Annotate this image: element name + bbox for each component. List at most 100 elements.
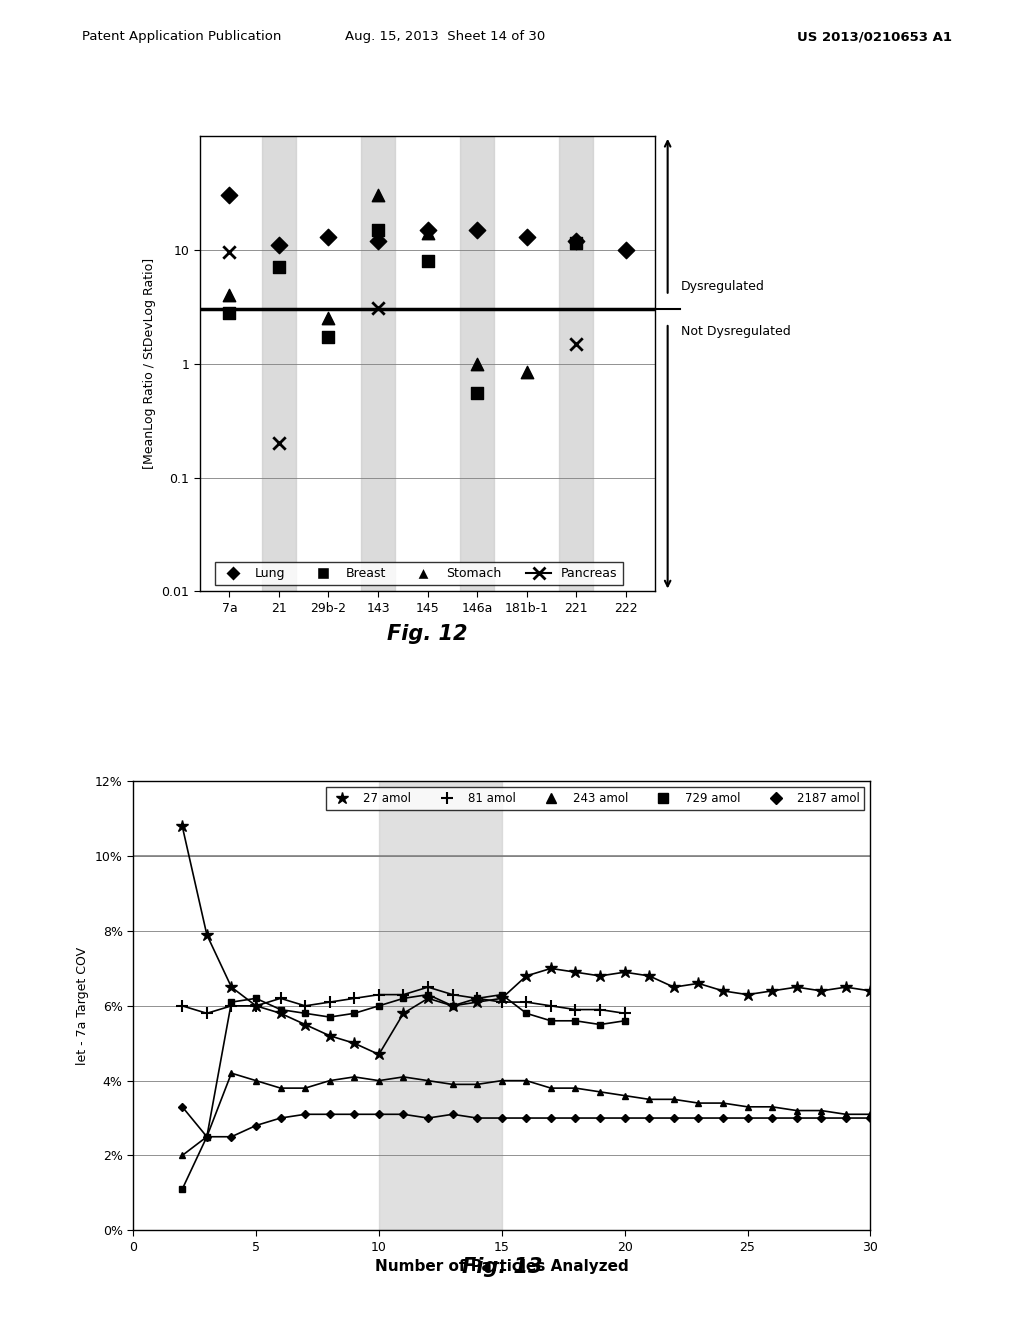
243 amol [520, 1073, 532, 1089]
Line: 243 amol: 243 amol [179, 1069, 873, 1159]
243 amol [864, 1106, 877, 1122]
729 amol [545, 1012, 557, 1028]
81 amol [348, 990, 360, 1006]
27 amol [176, 818, 188, 834]
729 amol [397, 990, 410, 1006]
Point [221, 302, 238, 323]
2187 amol [791, 1110, 803, 1126]
2187 amol [864, 1110, 877, 1126]
Text: Patent Application Publication: Patent Application Publication [82, 30, 282, 44]
2187 amol [299, 1106, 311, 1122]
Point [469, 352, 485, 375]
81 amol [225, 998, 238, 1014]
Point [321, 308, 337, 329]
Point [518, 362, 535, 383]
27 amol [471, 994, 483, 1010]
2187 amol [496, 1110, 508, 1126]
X-axis label: Number of Particles Analyzed: Number of Particles Analyzed [375, 1259, 629, 1274]
27 amol [397, 1006, 410, 1022]
2187 amol [815, 1110, 827, 1126]
Text: US 2013/0210653 A1: US 2013/0210653 A1 [798, 30, 952, 44]
2187 amol [766, 1110, 778, 1126]
Point [370, 297, 386, 318]
243 amol [791, 1102, 803, 1118]
243 amol [176, 1147, 188, 1163]
243 amol [668, 1092, 680, 1107]
Bar [261, 136, 296, 591]
Text: Dysregulated: Dysregulated [681, 280, 765, 293]
Line: 729 amol: 729 amol [179, 991, 628, 1192]
2187 amol [422, 1110, 434, 1126]
27 amol [815, 983, 827, 999]
Point [270, 235, 287, 256]
27 amol [545, 961, 557, 977]
2187 amol [176, 1098, 188, 1114]
81 amol [422, 979, 434, 995]
Y-axis label: [MeanLog Ratio / StDevLog Ratio]: [MeanLog Ratio / StDevLog Ratio] [142, 259, 156, 469]
Point [321, 226, 337, 247]
Y-axis label: let - 7a Target COV: let - 7a Target COV [76, 946, 89, 1065]
729 amol [618, 1012, 631, 1028]
Point [370, 230, 386, 251]
27 amol [668, 979, 680, 995]
81 amol [250, 998, 262, 1014]
81 amol [446, 986, 459, 1003]
243 amol [594, 1084, 606, 1100]
243 amol [324, 1073, 336, 1089]
Text: Fig. 13: Fig. 13 [462, 1257, 542, 1276]
243 amol [618, 1088, 631, 1104]
Line: 2187 amol: 2187 amol [179, 1104, 873, 1139]
729 amol [324, 1008, 336, 1024]
243 amol [422, 1073, 434, 1089]
2187 amol [348, 1106, 360, 1122]
27 amol [225, 979, 238, 995]
27 amol [791, 979, 803, 995]
Bar [379, 781, 502, 1230]
Bar [460, 136, 495, 591]
Point [568, 232, 585, 253]
2187 amol [717, 1110, 729, 1126]
2187 amol [643, 1110, 655, 1126]
Point [321, 327, 337, 348]
Point [568, 230, 585, 251]
Text: Aug. 15, 2013  Sheet 14 of 30: Aug. 15, 2013 Sheet 14 of 30 [345, 30, 546, 44]
27 amol [520, 968, 532, 983]
Line: 81 amol: 81 amol [177, 982, 630, 1019]
27 amol [692, 975, 705, 991]
Point [270, 257, 287, 279]
2187 amol [594, 1110, 606, 1126]
27 amol [250, 998, 262, 1014]
27 amol [618, 964, 631, 979]
243 amol [815, 1102, 827, 1118]
27 amol [864, 983, 877, 999]
729 amol [496, 986, 508, 1003]
729 amol [373, 998, 385, 1014]
2187 amol [225, 1129, 238, 1144]
Point [518, 226, 535, 247]
243 amol [569, 1080, 582, 1096]
27 amol [422, 990, 434, 1006]
27 amol [446, 998, 459, 1014]
81 amol [496, 994, 508, 1010]
27 amol [496, 990, 508, 1006]
2187 amol [569, 1110, 582, 1126]
27 amol [717, 983, 729, 999]
27 amol [201, 927, 213, 942]
27 amol [741, 986, 754, 1003]
Point [221, 285, 238, 306]
81 amol [520, 994, 532, 1010]
27 amol [643, 968, 655, 983]
Point [469, 383, 485, 404]
243 amol [471, 1076, 483, 1092]
2187 amol [250, 1118, 262, 1134]
Line: 27 amol: 27 amol [176, 820, 877, 1061]
2187 amol [324, 1106, 336, 1122]
2187 amol [618, 1110, 631, 1126]
Point [469, 219, 485, 240]
729 amol [471, 990, 483, 1006]
Point [420, 223, 436, 244]
243 amol [250, 1073, 262, 1089]
729 amol [569, 1012, 582, 1028]
Point [221, 185, 238, 206]
729 amol [422, 986, 434, 1003]
